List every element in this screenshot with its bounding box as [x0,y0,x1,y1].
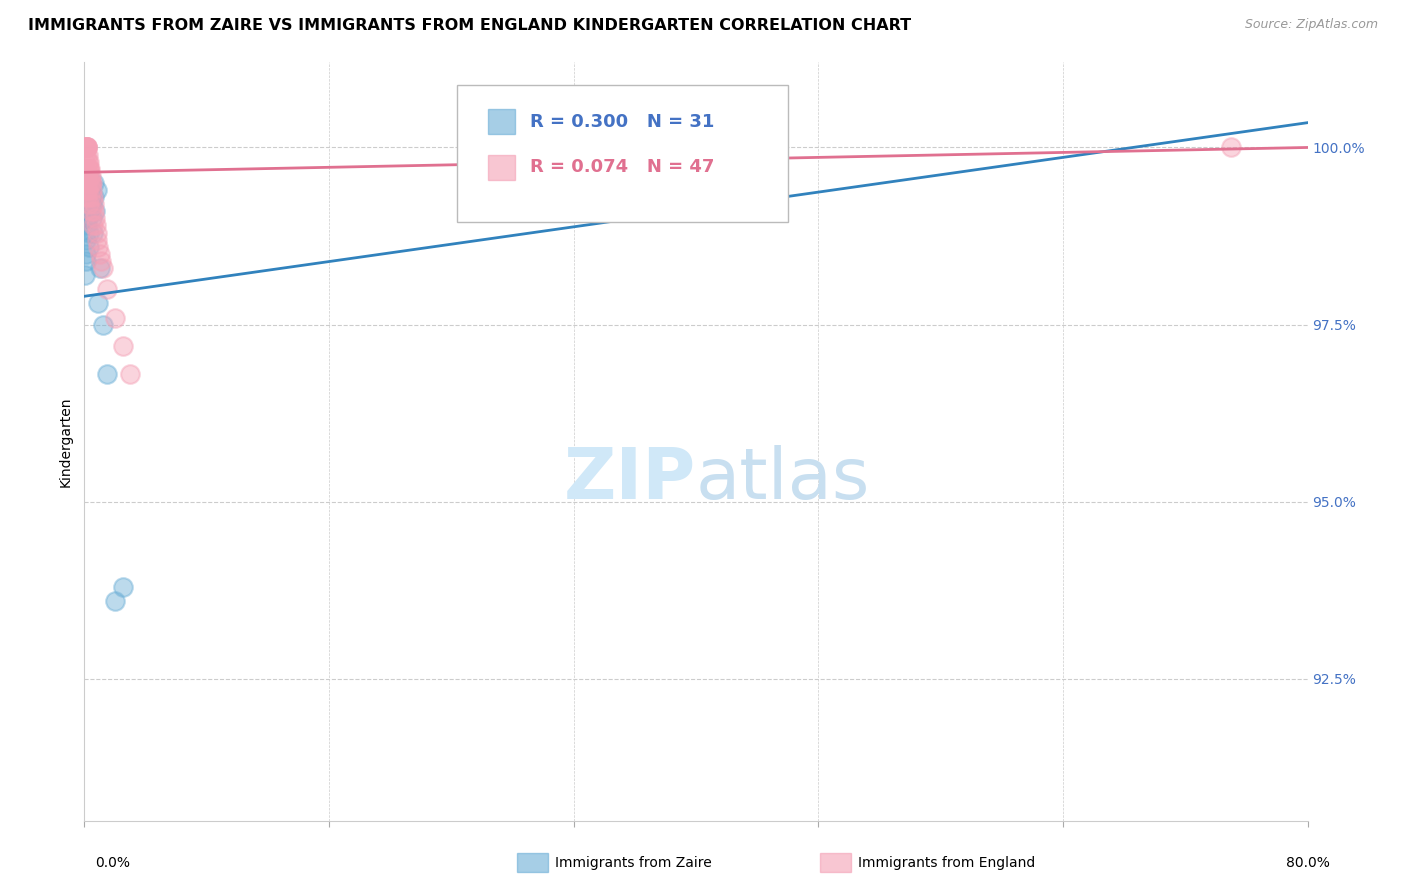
Point [76,140,98,154]
Point [77,154,100,169]
Point [90,253,112,268]
Text: Immigrants from England: Immigrants from England [858,856,1035,871]
Point [80,183,103,197]
Point [80,211,103,226]
Point [91,260,114,275]
Point [91,318,114,332]
Point [83,197,105,211]
Point [75,140,97,154]
Point [76,183,98,197]
Point [96,368,118,382]
Text: IMMIGRANTS FROM ZAIRE VS IMMIGRANTS FROM ENGLAND KINDERGARTEN CORRELATION CHART: IMMIGRANTS FROM ZAIRE VS IMMIGRANTS FROM… [28,18,911,33]
Point [80,197,103,211]
Point [89,260,111,275]
Point [75,233,97,247]
Point [76,169,98,183]
Point [82,190,104,204]
Point [79,190,101,204]
Point [75,253,97,268]
Point [111,339,134,353]
Text: Source: ZipAtlas.com: Source: ZipAtlas.com [1244,18,1378,31]
Point [82,219,104,233]
Point [76,140,98,154]
Point [77,161,100,176]
Point [86,226,108,240]
Point [86,183,108,197]
Point [75,268,97,282]
Point [87,240,110,254]
Point [77,197,100,211]
Point [76,140,98,154]
Point [80,176,103,190]
Text: 0.0%: 0.0% [96,856,129,871]
Point [75,140,97,154]
Point [77,161,100,176]
Point [87,296,110,310]
Point [75,147,97,161]
Point [76,204,98,219]
Point [76,219,98,233]
Point [76,183,98,197]
Y-axis label: Kindergarten: Kindergarten [59,396,73,487]
Bar [488,155,515,180]
Point [79,204,101,219]
Point [75,140,97,154]
Point [120,368,142,382]
Point [1220,140,1243,154]
Point [80,176,103,190]
Point [79,190,101,204]
Point [80,176,103,190]
Text: R = 0.074   N = 47: R = 0.074 N = 47 [530,159,714,177]
Point [96,282,118,296]
Point [79,197,101,211]
Point [111,580,134,594]
Point [79,169,101,183]
Point [84,211,107,226]
Point [77,211,100,226]
Point [80,190,103,204]
Point [75,246,97,260]
Text: Immigrants from Zaire: Immigrants from Zaire [555,856,711,871]
Point [79,161,101,176]
Point [86,233,108,247]
Point [104,310,127,325]
Point [89,246,111,260]
Point [79,176,101,190]
FancyBboxPatch shape [457,85,787,222]
Point [83,204,105,219]
Bar [488,110,515,135]
Point [77,240,100,254]
Point [104,594,127,608]
Point [84,204,107,219]
Point [75,161,97,176]
Point [76,140,98,154]
Point [80,204,103,219]
Point [76,197,98,211]
Point [76,190,98,204]
Point [76,211,98,226]
Point [76,147,98,161]
Point [502,140,524,154]
Point [80,169,103,183]
Point [77,154,100,169]
Point [83,190,105,204]
Point [79,183,101,197]
Point [84,219,107,233]
Text: R = 0.300   N = 31: R = 0.300 N = 31 [530,113,714,131]
Text: ZIP: ZIP [564,445,696,514]
Text: atlas: atlas [696,445,870,514]
Text: 80.0%: 80.0% [1285,856,1330,871]
Point [77,176,100,190]
Point [77,226,100,240]
Point [83,176,105,190]
Point [82,226,104,240]
Point [73,154,96,169]
